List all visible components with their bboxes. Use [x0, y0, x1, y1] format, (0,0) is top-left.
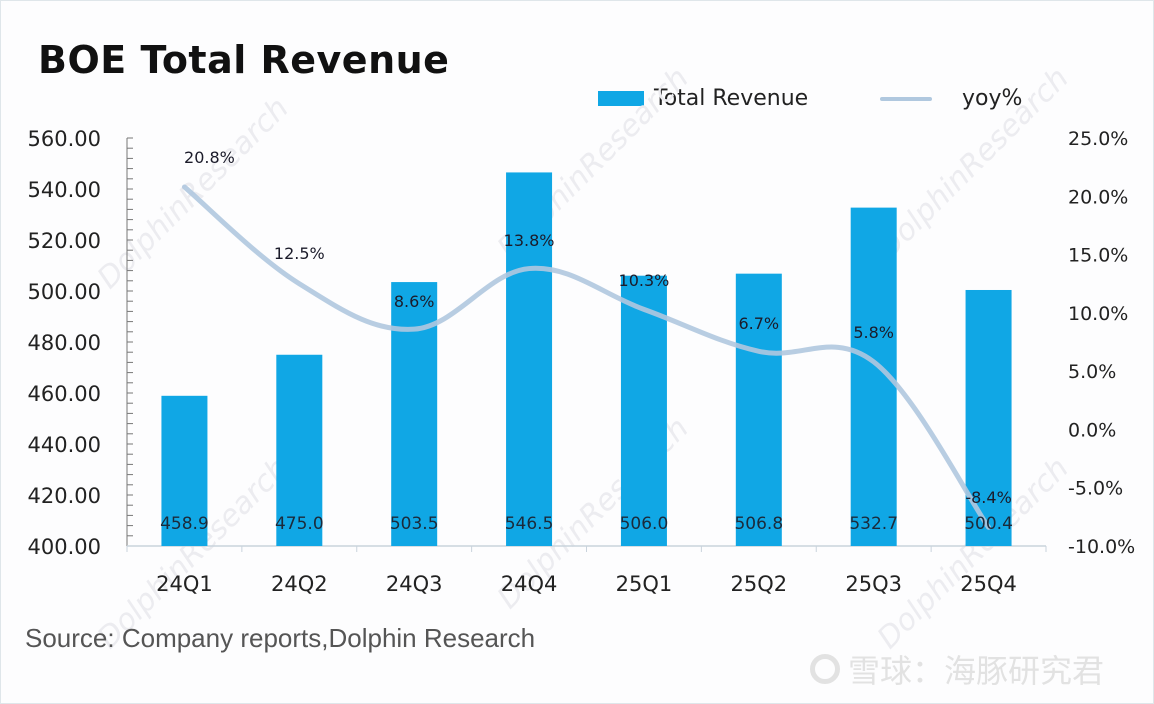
yoy-line-layer	[181, 184, 992, 530]
left-axis-tick-label: 500.00	[28, 280, 101, 304]
revenue-bar	[391, 282, 438, 546]
right-axis-tick-label: 20.0%	[1068, 186, 1128, 208]
x-axis-tick-label: 25Q3	[845, 572, 902, 596]
yoy-line	[181, 184, 992, 530]
source-note: Source: Company reports,Dolphin Research	[25, 623, 536, 653]
right-axis-tick-label: -10.0%	[1068, 536, 1135, 558]
x-axis-tick-label: 24Q1	[156, 572, 213, 596]
left-axis-tick-label: 400.00	[28, 535, 101, 559]
left-axis-tick-label: 460.00	[28, 382, 101, 406]
legend-label-yoy: yoy%	[962, 86, 1023, 111]
right-axis-tick-label: 5.0%	[1068, 361, 1116, 383]
right-axis-tick-label: 15.0%	[1068, 245, 1128, 267]
left-axis-tick-label: 440.00	[28, 433, 101, 457]
revenue-bar	[735, 273, 782, 546]
yoy-data-label: 10.3%	[619, 271, 670, 290]
yoy-data-label: 20.8%	[184, 148, 235, 167]
x-axis-tick-label: 24Q4	[501, 572, 558, 596]
yoy-data-label: 12.5%	[274, 244, 325, 263]
revenue-data-label: 506.8	[734, 514, 783, 534]
x-axis-tick-label: 24Q2	[271, 572, 328, 596]
bars	[161, 172, 1012, 547]
yoy-data-label: 6.7%	[738, 314, 779, 333]
watermark-brand-text: 雪球：海豚研究君	[848, 652, 1105, 690]
yoy-data-label: 8.6%	[394, 292, 435, 311]
revenue-bar	[276, 354, 323, 546]
revenue-data-label: 458.9	[160, 514, 209, 534]
right-axis-tick-label: -5.0%	[1068, 478, 1123, 500]
revenue-bar	[965, 289, 1012, 546]
axes: 400.00 420.00 440.00 460.00 480.00 500.00 520.…	[28, 127, 1136, 596]
legend-item-total-revenue: Total Revenue	[598, 86, 808, 111]
yoy-data-label: 13.8%	[504, 231, 555, 250]
x-axis-tick-label: 24Q3	[386, 572, 443, 596]
yoy-data-label: -8.4%	[965, 488, 1011, 507]
left-axis-tick-label: 540.00	[28, 178, 101, 202]
revenue-data-label: 546.5	[505, 514, 554, 534]
snowball-logo-icon	[810, 654, 840, 684]
revenue-bar	[506, 172, 553, 547]
right-axis-tick-label: 0.0%	[1068, 419, 1116, 441]
chart-title: BOE Total Revenue	[38, 38, 450, 82]
revenue-data-label: 503.5	[390, 514, 439, 534]
revenue-data-label: 475.0	[275, 514, 324, 534]
left-axis-tick-label: 420.00	[28, 484, 101, 508]
left-axis-tick-label: 480.00	[28, 331, 101, 355]
watermark-layer: DolphinResearch DolphinResearch DolphinRes…	[91, 61, 1076, 656]
left-axis-tick-label: 520.00	[28, 229, 101, 253]
revenue-data-label: 532.7	[849, 514, 898, 534]
revenue-data-label: 500.4	[964, 514, 1013, 534]
legend-bar-swatch	[598, 91, 644, 106]
left-axis-tick-label: 560.00	[28, 127, 101, 151]
data-labels: 458.9 475.0 503.5 546.5 506.0 506.8 532.7 500.4…	[160, 148, 1013, 534]
revenue-data-label: 506.0	[620, 514, 669, 534]
legend-item-yoy: yoy%	[880, 86, 1022, 111]
x-axis-tick-label: 25Q4	[960, 572, 1017, 596]
watermark-brand: 雪球：海豚研究君	[810, 646, 1104, 692]
yoy-data-label: 5.8%	[853, 323, 894, 342]
legend-label-total-revenue: Total Revenue	[654, 86, 809, 111]
revenue-bar	[161, 395, 208, 546]
watermark-text: DolphinResearch	[871, 61, 1076, 266]
x-axis-tick-label: 25Q2	[731, 572, 788, 596]
revenue-bar	[620, 275, 667, 546]
right-axis-tick-label: 25.0%	[1068, 128, 1128, 150]
legend-line-swatch	[880, 96, 932, 101]
x-axis-tick-label: 25Q1	[616, 572, 673, 596]
right-axis-tick-label: 10.0%	[1068, 303, 1128, 325]
